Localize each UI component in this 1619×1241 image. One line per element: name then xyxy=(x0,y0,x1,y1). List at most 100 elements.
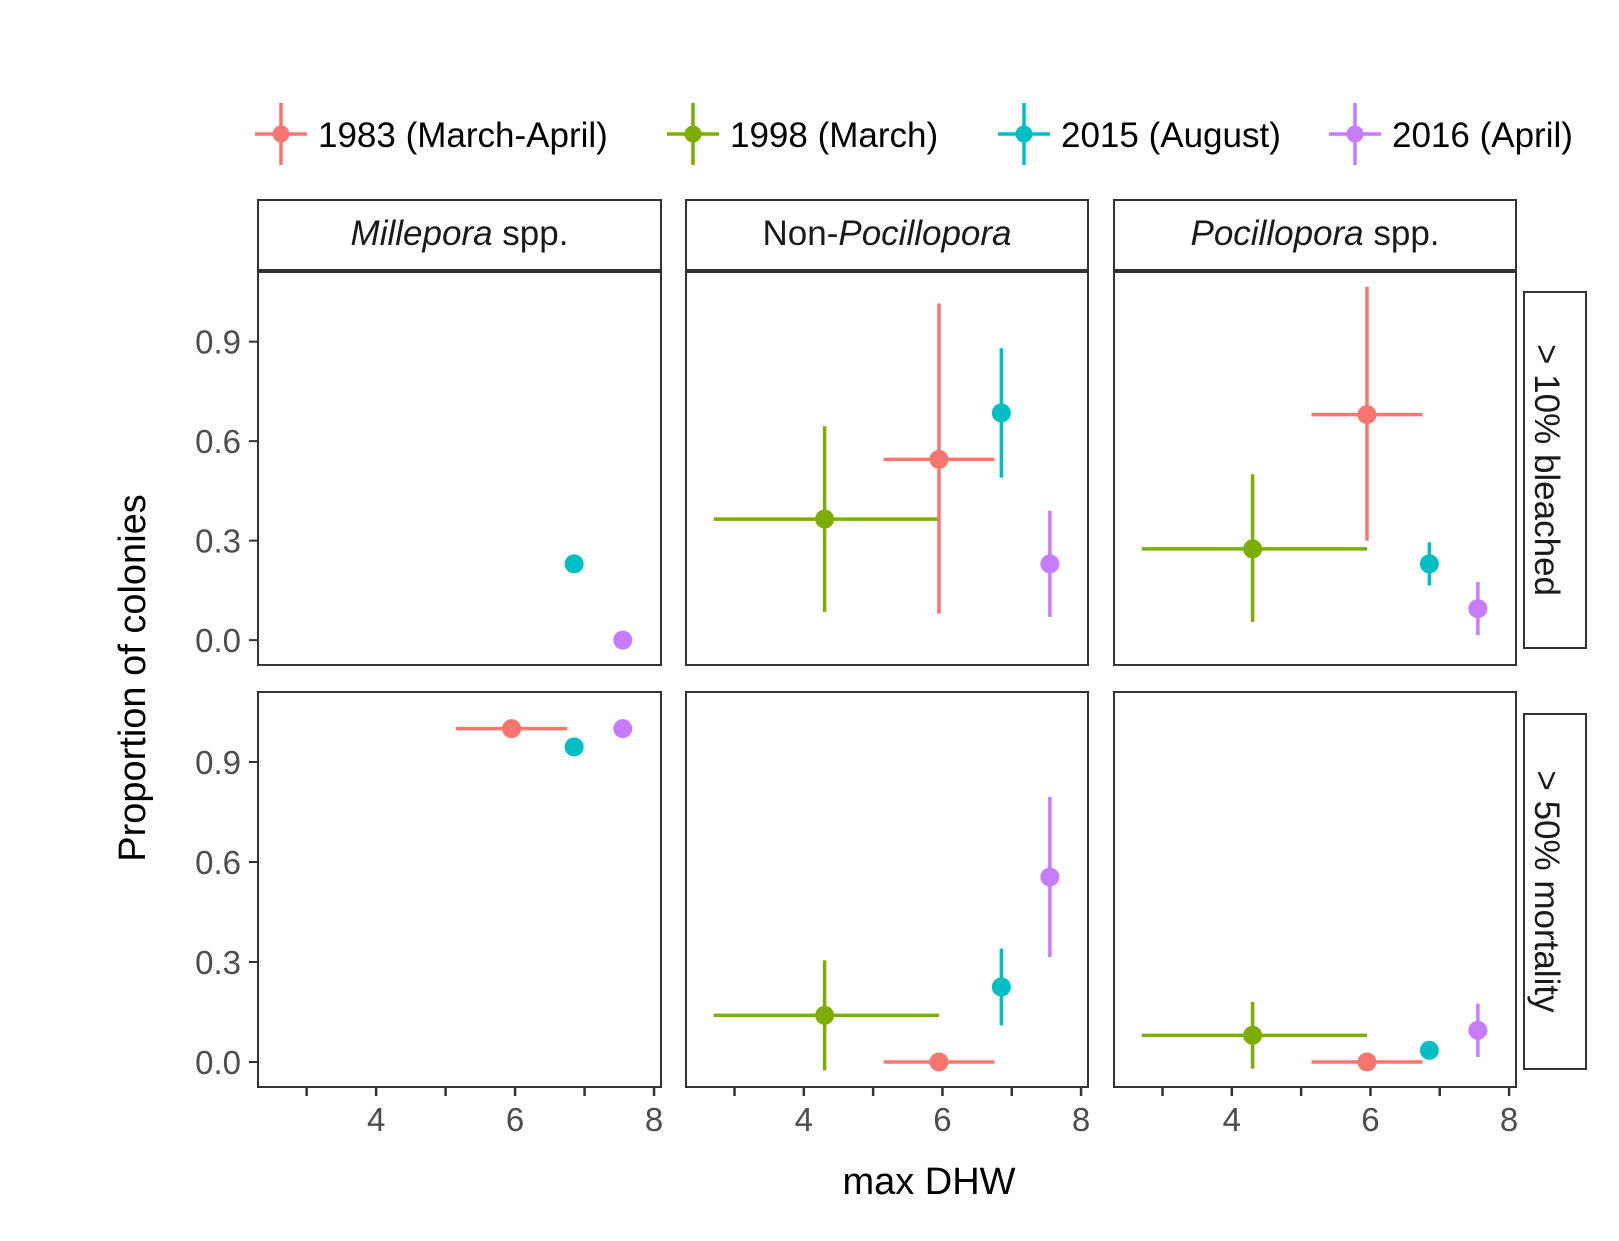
strip-label-italic: Millepora xyxy=(351,214,493,253)
y-tick-label: 0.3 xyxy=(195,523,241,560)
point-marker xyxy=(1419,1040,1439,1060)
y-tick-label: 0.3 xyxy=(195,944,241,981)
panel-millepora-mortality xyxy=(456,719,633,757)
legend-label: 2016 (April) xyxy=(1392,116,1573,155)
strip-box xyxy=(1523,291,1587,649)
data-point-2016 xyxy=(1040,510,1060,617)
panel-poc-mortality xyxy=(1141,1002,1488,1072)
legend-key-point xyxy=(272,125,290,143)
data-point-1983 xyxy=(1311,1052,1423,1072)
strip-box xyxy=(685,199,1089,271)
point-marker xyxy=(929,1052,949,1072)
legend: 1983 (March-April) 1998 (March) 2015 (Augu… xyxy=(255,103,1573,165)
row-strip-bleached: > 10% bleached xyxy=(1523,291,1587,649)
y-axis-label: Proportion of colonies xyxy=(112,494,154,862)
data-point-2015 xyxy=(1419,1040,1439,1060)
panel-border xyxy=(1113,271,1517,666)
point-marker xyxy=(1040,554,1060,574)
panel-millepora-bleached xyxy=(564,554,633,650)
legend-item-1998: 1998 (March) xyxy=(667,103,938,165)
point-marker xyxy=(1040,867,1060,887)
data-point-2015 xyxy=(991,948,1011,1026)
column-strip-poc: Pocillopora spp. xyxy=(1113,199,1517,271)
point-marker xyxy=(929,449,949,469)
data-point-2016 xyxy=(613,719,633,739)
strip-box xyxy=(1113,199,1517,271)
axes: 0.0 0.3 0.6 0.9 0.0 0.3 0.6 0.9 4 6 8 4 6 8 4 6 8 xyxy=(195,324,1518,1138)
x-tick-label: 4 xyxy=(1223,1101,1241,1138)
panel-border xyxy=(1113,691,1517,1088)
data-point-1998 xyxy=(713,960,939,1071)
y-tick-label: 0.6 xyxy=(195,844,241,881)
data-point-2015 xyxy=(1419,542,1439,586)
y-tick-label: 0.9 xyxy=(195,744,241,781)
x-axis-label: max DHW xyxy=(842,1161,1015,1203)
data-point-2016 xyxy=(1468,1003,1488,1057)
panel-poc-bleached xyxy=(1141,286,1488,636)
panel-border xyxy=(257,691,662,1088)
panel-nonpoc-mortality xyxy=(713,797,1060,1072)
column-strip-nonpoc: Non-Pocillopora xyxy=(685,199,1089,271)
row-strip-mortality: > 50% mortality xyxy=(1523,713,1587,1070)
x-tick-label: 6 xyxy=(1361,1101,1379,1138)
legend-item-1983: 1983 (March-April) xyxy=(255,103,608,165)
point-marker xyxy=(1468,1020,1488,1040)
point-marker xyxy=(815,509,835,529)
legend-label: 1983 (March-April) xyxy=(318,116,608,155)
x-axis-col-3: 4 6 8 xyxy=(1161,1087,1518,1138)
legend-label: 2015 (August) xyxy=(1061,116,1281,155)
y-tick-label: 0.6 xyxy=(195,423,241,460)
data-point-1998 xyxy=(1141,1002,1367,1069)
panel-nonpoc-bleached xyxy=(713,303,1060,617)
strip-label: > 50% mortality xyxy=(1527,770,1566,1013)
strip-label-suffix: spp. xyxy=(1364,214,1440,253)
y-tick-label: 0.0 xyxy=(195,1044,241,1081)
legend-label: 1998 (March) xyxy=(730,116,938,155)
strip-label: Non-Pocillopora xyxy=(762,214,1011,253)
x-tick-label: 4 xyxy=(795,1101,813,1138)
data-point-1983 xyxy=(883,1052,995,1072)
point-marker xyxy=(613,630,633,650)
y-tick-label: 0.0 xyxy=(195,622,241,659)
point-marker xyxy=(613,719,633,739)
point-marker xyxy=(1357,1052,1377,1072)
data-point-2015 xyxy=(991,348,1011,478)
y-axis-row-1: 0.0 0.3 0.6 0.9 xyxy=(195,324,258,659)
data-point-1998 xyxy=(1141,474,1367,622)
strip-label: Millepora spp. xyxy=(351,214,569,253)
point-marker xyxy=(991,403,1011,423)
y-axis-row-2: 0.0 0.3 0.6 0.9 xyxy=(195,744,258,1081)
x-tick-label: 4 xyxy=(367,1101,385,1138)
legend-key-point xyxy=(1346,125,1364,143)
x-axis-col-2: 4 6 8 xyxy=(733,1087,1090,1138)
panel-border xyxy=(685,271,1089,666)
data-point-1983 xyxy=(883,303,995,614)
strip-label: > 10% bleached xyxy=(1527,344,1566,596)
data-point-1998 xyxy=(713,426,939,612)
data-point-1983 xyxy=(456,719,568,739)
column-strip-millepora: Millepora spp. xyxy=(257,199,662,271)
strip-label-italic: Pocillopora xyxy=(1190,214,1363,253)
strip-label-italic: Pocillopora xyxy=(838,214,1011,253)
x-tick-label: 8 xyxy=(1072,1101,1090,1138)
data-point-2015 xyxy=(564,737,584,757)
facet-strips: Millepora spp. Non-Pocillopora Pocillopora… xyxy=(257,199,1587,1070)
data-point-2016 xyxy=(1040,797,1060,957)
point-marker xyxy=(564,737,584,757)
strip-label-prefix: Non- xyxy=(762,214,838,253)
data-point-2016 xyxy=(613,630,633,650)
point-marker xyxy=(1243,539,1263,559)
point-marker xyxy=(564,554,584,574)
panel-border xyxy=(685,691,1089,1088)
data-point-1983 xyxy=(1311,286,1423,541)
point-marker xyxy=(815,1005,835,1025)
point-marker xyxy=(1243,1025,1263,1045)
panel-border xyxy=(257,271,662,666)
point-marker xyxy=(1468,599,1488,619)
point-marker xyxy=(991,977,1011,997)
x-tick-label: 8 xyxy=(1500,1101,1518,1138)
x-tick-label: 6 xyxy=(506,1101,524,1138)
facet-panels xyxy=(257,271,1517,1088)
point-marker xyxy=(1419,554,1439,574)
